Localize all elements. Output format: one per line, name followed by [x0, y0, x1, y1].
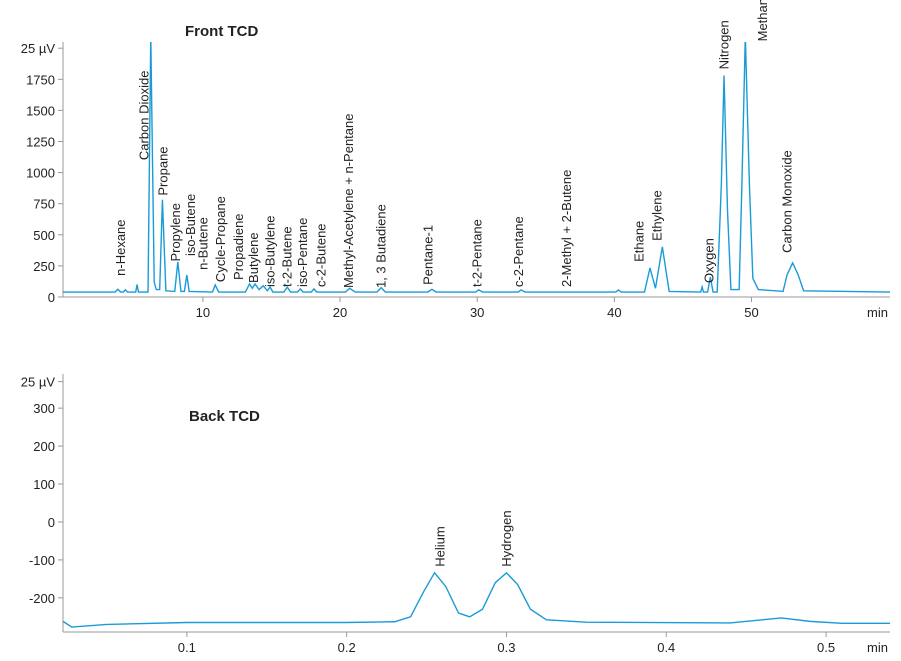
peak-label: t-2-Butene [280, 226, 295, 287]
y-tick-label: 0 [48, 290, 55, 305]
peak-label: 2-Methyl + 2-Butene [559, 170, 574, 287]
y-tick-label: 300 [33, 401, 55, 416]
y-tick-label: -100 [29, 553, 55, 568]
peak-label: Nitrogen [717, 20, 732, 69]
peak-label: Methyl-Acetylene + n-Pentane [341, 114, 356, 289]
y-tick-label: 1750 [26, 72, 55, 87]
peak-label: Butylene [246, 232, 261, 283]
peak-label: Ethane [632, 221, 647, 262]
peak-label: Methane [755, 0, 770, 41]
y-tick-label: 1500 [26, 103, 55, 118]
y-tick-label: 25 µV [21, 41, 56, 56]
peak-label: Cycle-Propane [213, 196, 228, 282]
x-tick-label: 0.2 [338, 640, 356, 655]
y-tick-label: 1000 [26, 166, 55, 181]
y-tick-label: 1250 [26, 135, 55, 150]
peak-label: t-2-Pentane [470, 219, 485, 287]
signal-trace [63, 571, 890, 628]
peak-label: c-2-Butene [313, 223, 328, 287]
signal-trace [63, 42, 890, 293]
peak-label: Helium [433, 526, 448, 566]
chart-title: Back TCD [189, 408, 260, 425]
x-tick-label: 30 [470, 305, 484, 320]
y-tick-label: 250 [33, 259, 55, 274]
x-axis-label: min [867, 305, 888, 320]
peak-label: Oxygen [701, 238, 716, 283]
y-tick-label: -200 [29, 591, 55, 606]
peak-label: Propane [156, 146, 171, 195]
x-axis-label: min [867, 640, 888, 655]
y-tick-label: 25 µV [21, 375, 56, 390]
chart-title: Front TCD [185, 23, 258, 40]
peak-label: Carbon Monoxide [780, 150, 795, 253]
peak-label: iso-Pentane [295, 218, 310, 287]
peak-label: Hydrogen [499, 510, 514, 566]
x-tick-label: 0.4 [657, 640, 675, 655]
x-tick-label: 0.1 [178, 640, 196, 655]
y-tick-label: 0 [48, 515, 55, 530]
peak-label: Propylene [168, 203, 183, 262]
peak-label: Pentane-1 [420, 225, 435, 285]
peak-label: c-2-Pentane [511, 216, 526, 287]
x-tick-label: 40 [607, 305, 621, 320]
peak-label: 1, 3 Butadiene [374, 204, 389, 288]
peak-label: iso-Butene [183, 194, 198, 256]
y-tick-label: 750 [33, 197, 55, 212]
y-tick-label: 200 [33, 439, 55, 454]
x-tick-label: 50 [744, 305, 758, 320]
x-tick-label: 10 [196, 305, 210, 320]
peak-label: Ethylene [649, 190, 664, 241]
peak-label: n-Butene [195, 217, 210, 270]
x-tick-label: 0.3 [497, 640, 515, 655]
y-tick-label: 100 [33, 477, 55, 492]
x-tick-label: 0.5 [817, 640, 835, 655]
peak-label: Propadiene [231, 213, 246, 280]
x-tick-label: 20 [333, 305, 347, 320]
peak-label: iso-Butylene [263, 216, 278, 288]
y-tick-label: 500 [33, 228, 55, 243]
peak-label: n-Hexane [113, 219, 128, 275]
peak-label: Carbon Dioxide [136, 71, 151, 161]
